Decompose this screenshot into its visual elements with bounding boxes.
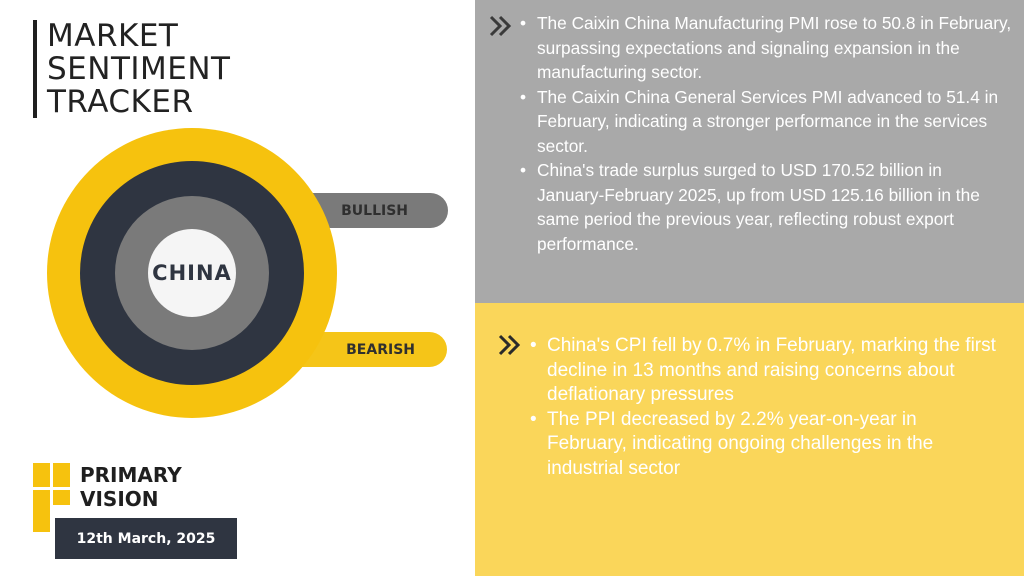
bearish-pill: BEARISH — [300, 332, 447, 367]
list-item: The Caixin China General Services PMI ad… — [520, 85, 1012, 159]
brand-name: PRIMARY VISION — [80, 463, 182, 511]
bearish-label: BEARISH — [346, 341, 415, 358]
list-item: The PPI decreased by 2.2% year-on-year i… — [530, 408, 1000, 482]
list-item: China's trade surplus surged to USD 170.… — [520, 158, 1012, 256]
left-panel: MARKET SENTIMENT TRACKER BULLISH BEARISH… — [0, 0, 475, 576]
bullish-points-list: The Caixin China Manufacturing PMI rose … — [520, 11, 1012, 256]
title-line-3: TRACKER — [47, 84, 194, 120]
double-chevron-right-icon — [489, 15, 512, 37]
date-badge: 12th March, 2025 — [55, 518, 237, 559]
bullish-label: BULLISH — [341, 202, 408, 219]
list-item: The Caixin China Manufacturing PMI rose … — [520, 11, 1012, 85]
double-chevron-right-icon — [498, 334, 521, 356]
gauge-center-label: CHINA — [152, 261, 232, 285]
title-line-1: MARKET — [47, 18, 179, 54]
gauge-center: CHINA — [148, 229, 236, 317]
brand-line-1: PRIMARY — [80, 463, 182, 487]
title-line-2: SENTIMENT — [47, 51, 231, 87]
brand-line-2: VISION — [80, 487, 159, 511]
page-title: MARKET SENTIMENT TRACKER — [47, 20, 231, 119]
title-accent-bar — [33, 20, 37, 118]
list-item: China's CPI fell by 0.7% in February, ma… — [530, 334, 1000, 408]
bearish-points-list: China's CPI fell by 0.7% in February, ma… — [530, 334, 1000, 481]
date-label: 12th March, 2025 — [76, 530, 216, 547]
